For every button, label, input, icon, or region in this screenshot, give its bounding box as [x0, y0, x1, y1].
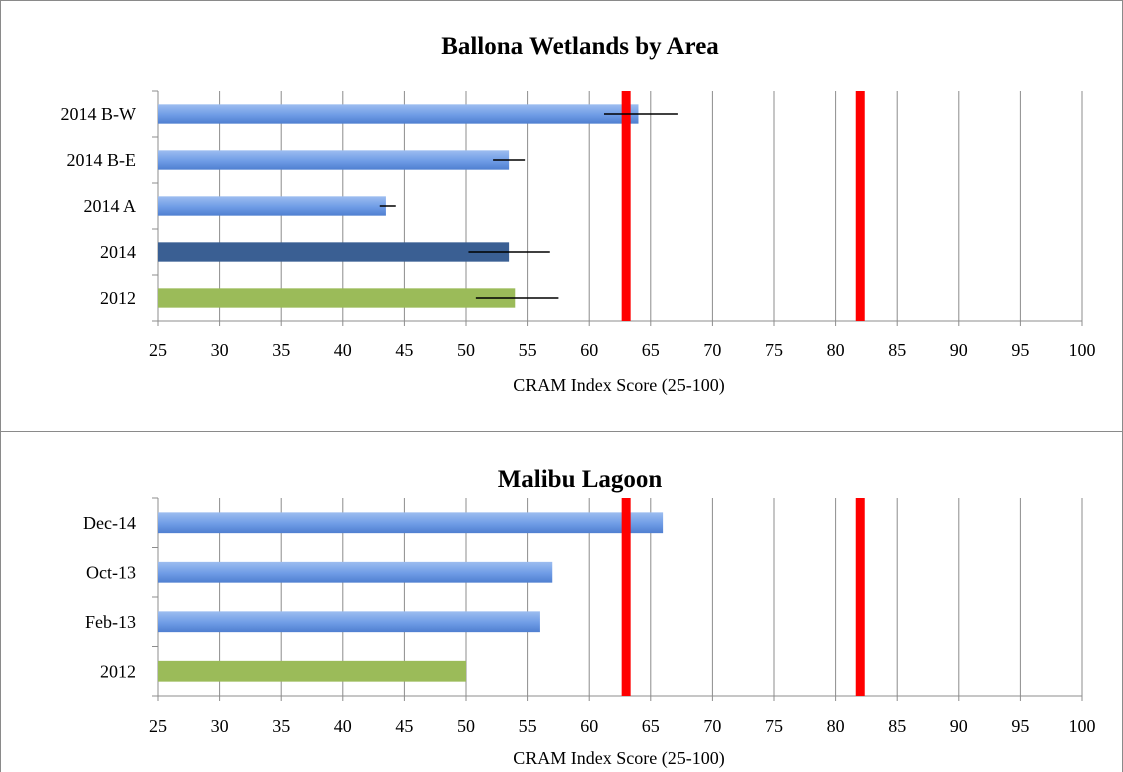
ballona-chart-svg: Ballona Wetlands by Area 25 30 35 40 45 50 55 60…	[61, 33, 1096, 396]
x-tick-label: 55	[519, 716, 537, 736]
x-tick-label: 75	[765, 340, 783, 360]
bar-feb-13	[158, 611, 540, 633]
y-category-label: 2014 B-W	[61, 104, 137, 124]
x-tick-label: 75	[765, 716, 783, 736]
x-tick-label: 95	[1011, 340, 1029, 360]
x-tick-label: 60	[580, 716, 598, 736]
y-category-label: 2012	[100, 661, 136, 681]
x-tick-label: 65	[642, 340, 660, 360]
bar-2014	[158, 242, 510, 262]
x-tick-label: 50	[457, 716, 475, 736]
x-tick-label: 40	[334, 340, 352, 360]
bar-2014-b-e	[158, 150, 510, 170]
y-category-label: Feb-13	[85, 612, 136, 632]
x-tick-label: 95	[1011, 716, 1029, 736]
x-axis-label: CRAM Index Score (25-100)	[513, 748, 724, 769]
y-category-label: 2014 B-E	[67, 150, 137, 170]
x-tick-label: 45	[395, 340, 413, 360]
x-tick-label: 100	[1069, 340, 1096, 360]
chart-title: Ballona Wetlands by Area	[441, 33, 719, 60]
chart-panel-malibu: Malibu Lagoon 25 30 35 40 45 50 55 60 65 70 75 80 85 9…	[0, 431, 1123, 772]
x-tick-label: 70	[703, 340, 721, 360]
bar-oct-13	[158, 561, 553, 583]
x-tick-label: 30	[211, 340, 229, 360]
bar-2012	[158, 288, 516, 308]
x-tick-label: 70	[703, 716, 721, 736]
x-tick-label: 85	[888, 716, 906, 736]
bar-2012	[158, 660, 466, 682]
x-tick-label: 65	[642, 716, 660, 736]
x-axis-label: CRAM Index Score (25-100)	[513, 375, 724, 396]
x-tick-label: 25	[149, 716, 167, 736]
x-tick-label: 30	[211, 716, 229, 736]
chart-title: Malibu Lagoon	[498, 466, 663, 493]
x-tick-label: 80	[827, 340, 845, 360]
x-tick-label: 25	[149, 340, 167, 360]
bar-dec-14	[158, 512, 664, 534]
y-category-label: Oct-13	[86, 562, 136, 582]
x-tick-label: 100	[1069, 716, 1096, 736]
x-tick-label: 90	[950, 716, 968, 736]
x-tick-label: 40	[334, 716, 352, 736]
bar-2014-b-w	[158, 104, 639, 124]
x-tick-label: 80	[827, 716, 845, 736]
bar-2014-a	[158, 196, 386, 216]
x-tick-label: 90	[950, 340, 968, 360]
x-tick-label: 50	[457, 340, 475, 360]
x-tick-label: 35	[272, 340, 290, 360]
x-tick-label: 55	[519, 340, 537, 360]
malibu-chart-svg: Malibu Lagoon 25 30 35 40 45 50 55 60 65 70 75 80 85 9…	[83, 466, 1096, 769]
x-tick-label: 85	[888, 340, 906, 360]
y-category-label: 2014 A	[83, 196, 136, 216]
y-category-label: Dec-14	[83, 513, 136, 533]
chart-panel-ballona: Ballona Wetlands by Area 25 30 35 40 45 50 55 60…	[0, 0, 1123, 432]
x-tick-label: 45	[395, 716, 413, 736]
y-category-label: 2014	[100, 242, 136, 262]
x-tick-label: 35	[272, 716, 290, 736]
y-category-label: 2012	[100, 288, 136, 308]
x-tick-label: 60	[580, 340, 598, 360]
